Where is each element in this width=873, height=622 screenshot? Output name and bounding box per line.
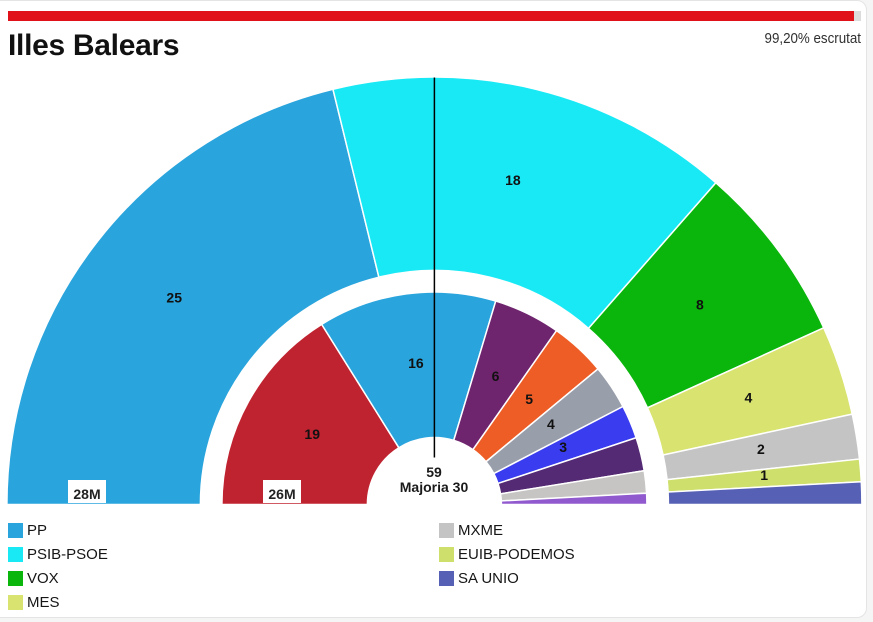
svg-text:16: 16	[408, 355, 424, 371]
svg-text:18: 18	[505, 172, 521, 188]
svg-text:25: 25	[166, 289, 182, 305]
svg-text:6: 6	[492, 368, 500, 384]
svg-text:1: 1	[760, 467, 768, 483]
svg-text:4: 4	[745, 390, 753, 406]
svg-text:4: 4	[547, 416, 555, 432]
svg-text:3: 3	[559, 439, 567, 455]
svg-text:19: 19	[304, 426, 320, 442]
svg-text:8: 8	[696, 296, 704, 312]
svg-text:5: 5	[525, 391, 533, 407]
svg-text:2: 2	[757, 441, 765, 457]
